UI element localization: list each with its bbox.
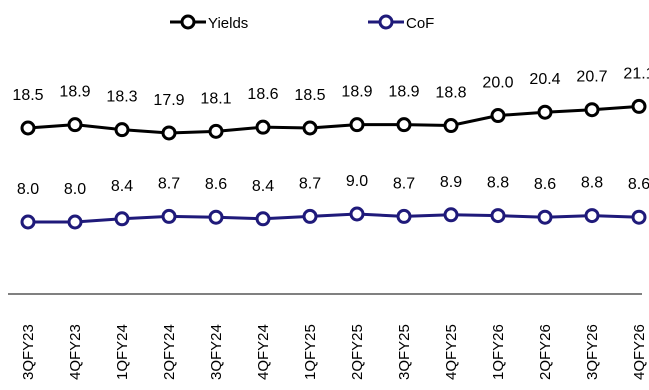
point-yields-4qfy25 [443, 118, 459, 134]
data-label-yields-1qfy26: 20.0 [482, 75, 513, 92]
point-cof-2qfy25 [349, 206, 365, 222]
x-tick-label-2qfy26: 2QFY26 [537, 324, 554, 380]
data-label-yields-2qfy26: 20.4 [529, 71, 560, 88]
x-tick-label-2qfy24: 2QFY24 [161, 324, 178, 380]
data-label-cof-2qfy26: 8.6 [534, 176, 556, 193]
data-label-cof-1qfy24: 8.4 [111, 178, 133, 195]
point-yields-1qfy24 [114, 122, 130, 138]
x-tick-label-4qfy23: 4QFY23 [67, 324, 84, 380]
data-label-yields-3qfy23: 18.5 [12, 87, 43, 104]
point-yields-4qfy23 [67, 117, 83, 133]
data-label-cof-3qfy23: 8.0 [17, 181, 39, 198]
data-label-yields-2qfy24: 17.9 [153, 92, 184, 109]
point-yields-3qfy26 [584, 102, 600, 118]
point-cof-3qfy26 [584, 208, 600, 224]
legend-item-yields: Yields [170, 14, 248, 32]
point-cof-4qfy24 [255, 211, 271, 227]
data-label-yields-4qfy26: 21.1 [623, 65, 649, 82]
point-cof-3qfy25 [396, 208, 412, 224]
data-label-yields-3qfy26: 20.7 [576, 69, 607, 86]
point-yields-4qfy26 [631, 98, 647, 114]
data-label-yields-2qfy25: 18.9 [341, 84, 372, 101]
data-label-cof-1qfy26: 8.8 [487, 175, 509, 192]
x-tick-label-3qfy23: 3QFY23 [20, 324, 37, 380]
x-tick-label-3qfy25: 3QFY25 [396, 324, 413, 380]
data-label-yields-4qfy25: 18.8 [435, 85, 466, 102]
data-label-cof-3qfy24: 8.6 [205, 176, 227, 193]
point-yields-4qfy24 [255, 119, 271, 135]
x-tick-label-2qfy25: 2QFY25 [349, 324, 366, 380]
data-label-yields-3qfy24: 18.1 [200, 90, 231, 107]
x-tick-labels: 3QFY23 4QFY23 1QFY24 2QFY24 3QFY24 4QFY24 1QFY… [20, 324, 648, 380]
data-label-yields-1qfy24: 18.3 [106, 89, 137, 106]
point-cof-4qfy23 [67, 214, 83, 230]
legend-label-yields: Yields [208, 15, 248, 32]
data-label-yields-1qfy25: 18.5 [294, 87, 325, 104]
data-label-cof-1qfy25: 8.7 [299, 175, 321, 192]
data-label-cof-2qfy24: 8.7 [158, 175, 180, 192]
x-tick-label-4qfy26: 4QFY26 [631, 324, 648, 380]
point-cof-3qfy24 [208, 209, 224, 225]
point-cof-4qfy26 [631, 209, 647, 225]
series-layer: 18.5 18.9 18.3 17.9 18.1 18.6 18.5 18.9 18.9 18.8… [12, 65, 649, 230]
data-label-cof-4qfy24: 8.4 [252, 178, 274, 195]
series-cof: 8.0 8.0 8.4 8.7 8.6 8.4 8.7 9.0 8.7 8.9 8.8 8.6 8.8 8… [17, 173, 649, 230]
legend-item-cof: CoF [368, 14, 434, 32]
series-line-yields [27, 104, 640, 135]
x-tick-label-3qfy24: 3QFY24 [208, 324, 225, 380]
point-cof-3qfy23 [20, 214, 36, 230]
series-yields: 18.5 18.9 18.3 17.9 18.1 18.6 18.5 18.9 18.9 18.8… [12, 65, 649, 141]
x-tick-label-1qfy25: 1QFY25 [302, 324, 319, 380]
data-label-cof-2qfy25: 9.0 [346, 173, 368, 190]
point-yields-2qfy25 [349, 117, 365, 133]
point-yields-2qfy24 [161, 125, 177, 141]
x-tick-label-4qfy24: 4QFY24 [255, 324, 272, 380]
point-yields-1qfy26 [490, 108, 506, 124]
data-label-yields-4qfy24: 18.6 [247, 86, 278, 103]
data-label-yields-3qfy25: 18.9 [388, 84, 419, 101]
point-cof-2qfy26 [537, 209, 553, 225]
legend-marker-yields [180, 14, 196, 30]
x-tick-label-1qfy24: 1QFY24 [114, 324, 131, 380]
legend: Yields CoF [170, 14, 434, 32]
point-cof-2qfy24 [161, 208, 177, 224]
point-cof-4qfy25 [443, 207, 459, 223]
data-label-cof-4qfy25: 8.9 [440, 174, 462, 191]
data-label-cof-4qfy26: 8.6 [628, 176, 649, 193]
point-yields-3qfy24 [208, 123, 224, 139]
point-cof-1qfy24 [114, 211, 130, 227]
point-yields-1qfy25 [302, 120, 318, 136]
point-yields-3qfy23 [20, 120, 36, 136]
legend-label-cof: CoF [406, 15, 434, 32]
legend-marker-cof [378, 14, 394, 30]
x-tick-label-3qfy26: 3QFY26 [584, 324, 601, 380]
data-label-cof-4qfy23: 8.0 [64, 181, 86, 198]
series-line-cof [28, 212, 640, 224]
point-yields-3qfy25 [396, 117, 412, 133]
x-tick-label-1qfy26: 1QFY26 [490, 324, 507, 380]
point-cof-1qfy25 [302, 208, 318, 224]
data-label-cof-3qfy25: 8.7 [393, 175, 415, 192]
point-yields-2qfy26 [537, 104, 553, 120]
data-label-yields-4qfy23: 18.9 [59, 84, 90, 101]
data-label-cof-3qfy26: 8.8 [581, 175, 603, 192]
x-tick-label-4qfy25: 4QFY25 [443, 324, 460, 380]
point-cof-1qfy26 [490, 208, 506, 224]
